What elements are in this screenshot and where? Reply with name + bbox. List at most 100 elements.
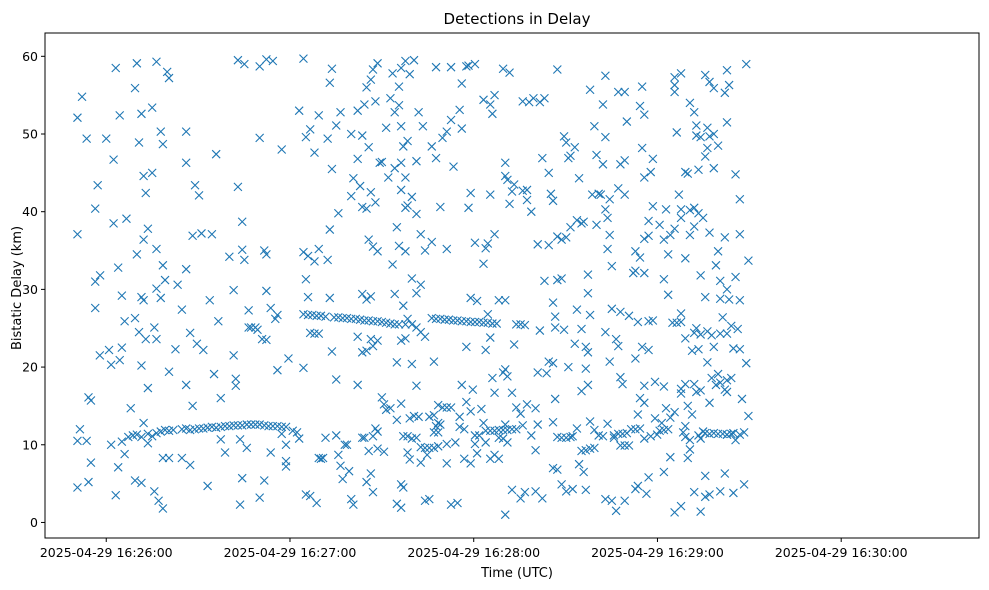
data-point xyxy=(368,341,378,351)
data-point xyxy=(362,346,371,356)
data-point xyxy=(299,363,308,373)
data-point xyxy=(164,73,174,83)
data-point xyxy=(455,105,465,115)
data-point xyxy=(197,229,206,238)
data-point xyxy=(429,427,439,437)
data-point xyxy=(696,271,706,280)
data-point xyxy=(120,449,130,459)
data-point xyxy=(416,458,426,468)
data-point xyxy=(596,190,606,199)
data-point xyxy=(659,274,669,284)
data-point xyxy=(566,432,575,442)
data-point xyxy=(559,325,569,335)
data-point xyxy=(424,412,434,422)
data-point xyxy=(533,368,543,377)
data-point xyxy=(670,87,679,97)
data-point xyxy=(509,340,519,349)
data-point xyxy=(601,327,610,337)
data-point xyxy=(700,471,710,481)
data-point xyxy=(305,491,315,501)
data-point xyxy=(672,128,682,137)
data-point xyxy=(250,420,260,429)
data-point xyxy=(422,450,432,460)
data-point xyxy=(722,117,732,127)
data-point xyxy=(535,326,545,335)
data-point xyxy=(394,319,404,329)
data-point xyxy=(420,246,430,255)
data-point xyxy=(526,431,536,440)
data-point xyxy=(355,181,365,191)
data-point xyxy=(152,334,161,344)
data-point xyxy=(744,256,753,266)
data-point xyxy=(353,154,363,164)
x-axis-label: Time (UTC) xyxy=(480,566,553,581)
data-point xyxy=(680,253,690,263)
data-point xyxy=(403,314,412,324)
data-point xyxy=(383,173,393,182)
data-point xyxy=(453,498,462,508)
data-point xyxy=(563,362,573,372)
data-point xyxy=(237,245,247,255)
data-point xyxy=(401,173,410,182)
data-point xyxy=(281,440,291,450)
data-point xyxy=(526,207,536,217)
data-point xyxy=(665,413,675,422)
data-point xyxy=(598,431,608,441)
data-point xyxy=(377,157,387,167)
data-point xyxy=(303,251,313,261)
data-point xyxy=(468,385,478,394)
data-point xyxy=(405,69,415,79)
data-point xyxy=(152,284,161,293)
data-point xyxy=(639,381,649,391)
data-point xyxy=(548,358,558,368)
data-point xyxy=(670,72,679,82)
data-point xyxy=(581,342,591,352)
data-point xyxy=(589,425,599,435)
data-point xyxy=(333,208,343,218)
data-point xyxy=(644,216,653,226)
data-point xyxy=(104,345,114,355)
data-point xyxy=(626,424,636,434)
data-point xyxy=(233,55,243,65)
data-point xyxy=(577,324,586,334)
data-point xyxy=(726,373,736,383)
data-point xyxy=(379,399,389,409)
data-point xyxy=(126,403,136,413)
data-point xyxy=(548,196,558,206)
data-point xyxy=(520,320,530,330)
data-point xyxy=(511,403,521,412)
data-point xyxy=(490,388,499,398)
data-point xyxy=(450,438,460,447)
data-point xyxy=(455,422,465,432)
data-point xyxy=(281,422,291,432)
data-point xyxy=(113,462,123,472)
data-point xyxy=(670,224,679,234)
data-point xyxy=(613,341,623,351)
data-point xyxy=(353,332,363,342)
data-point xyxy=(348,500,358,509)
data-point xyxy=(607,496,617,506)
data-point xyxy=(715,378,725,388)
data-point xyxy=(303,292,313,302)
data-point xyxy=(379,447,389,457)
data-point xyxy=(237,473,247,483)
data-point xyxy=(216,434,226,444)
chart-title: Detections in Delay xyxy=(444,10,591,28)
data-point xyxy=(323,255,333,265)
data-point xyxy=(663,250,673,259)
data-point xyxy=(414,107,423,117)
data-point xyxy=(696,434,706,443)
data-point xyxy=(490,229,499,239)
data-point xyxy=(86,458,96,468)
data-point xyxy=(529,93,538,103)
data-point xyxy=(130,83,140,93)
data-point xyxy=(292,427,302,437)
data-point xyxy=(373,427,382,436)
data-point xyxy=(446,403,456,412)
data-point xyxy=(707,373,717,383)
data-point xyxy=(412,156,421,166)
data-point xyxy=(505,199,514,209)
data-point xyxy=(455,412,465,422)
data-point xyxy=(403,136,412,146)
data-point xyxy=(77,92,87,102)
